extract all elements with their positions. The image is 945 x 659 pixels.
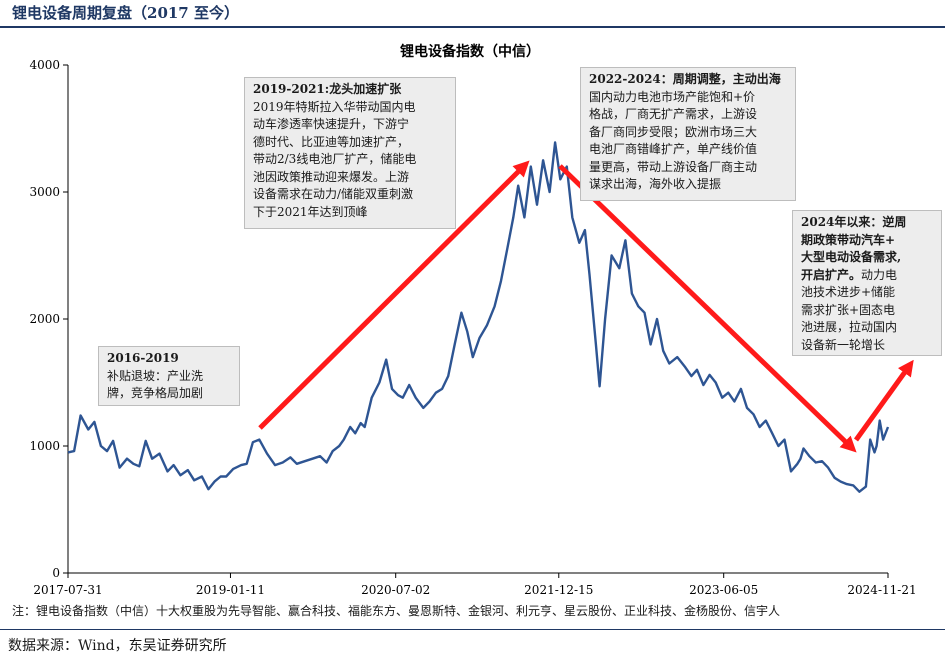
lithium-equipment-index-chart: 锂电设备指数（中信） 0 1000 2000 3000 4000 2017-07-31 2… [29, 43, 916, 597]
annotation-heading: 开启扩产。 [801, 267, 862, 282]
annotation-line: 动车渗透率快速提升，下游宁 [253, 117, 410, 131]
annotation-line: 动力电 [861, 267, 898, 282]
y-tick-label: 1000 [29, 439, 60, 453]
recovery-arrow-2024 [853, 359, 914, 442]
data-source: 数据来源：Wind，东吴证券研究所 [8, 638, 227, 654]
annotation-heading: 2016-2019 [107, 351, 179, 365]
x-tick-label: 2017-07-31 [33, 583, 102, 597]
annotation-line: 需求扩张+固态电 [801, 302, 896, 317]
annotation-heading: 2024年以来：逆周 [801, 215, 907, 229]
figure-title: 锂电设备周期复盘（2017 至今） [12, 4, 239, 22]
annotation-2022-2024: 2022-2024：周期调整，主动出海 国内动力电池市场产能饱和+价 格战，厂商… [580, 67, 796, 201]
annotation-line: 池进展，拉动国内 [801, 320, 898, 334]
annotation-2016-2019: 2016-2019 补贴退坡：产业洗 牌，竞争格局加剧 [98, 346, 240, 406]
annotation-line: 谋求出海，海外收入提振 [589, 177, 722, 191]
x-tick-label: 2021-12-15 [524, 583, 593, 597]
y-tick-label: 4000 [29, 58, 60, 72]
annotation-heading: 大型电动设备需求, [801, 250, 902, 264]
annotation-line: 牌，竞争格局加剧 [107, 386, 204, 400]
annotation-2024-onward: 2024年以来：逆周 期政策带动汽车+ 大型电动设备需求, 开启扩产。动力电 池… [792, 210, 942, 356]
annotation-line: 德时代、比亚迪等加速扩产， [253, 134, 410, 149]
annotation-line: 电池厂商错峰扩产，单产线价值 [589, 142, 758, 156]
annotation-line: 补贴退坡：产业洗 [107, 368, 204, 383]
chart-title: 锂电设备指数（中信） [400, 43, 540, 60]
annotation-2019-2021: 2019-2021:龙头加速扩张 2019年特斯拉入华带动国内电 动车渗透率快速… [244, 77, 456, 229]
annotation-heading: 2022-2024： [589, 72, 673, 86]
y-tick-label: 2000 [29, 312, 60, 326]
uptrend-arrow-2019-2021 [258, 160, 530, 430]
annotation-heading: 期政策带动汽车+ [801, 232, 896, 247]
x-tick-label: 2020-07-02 [361, 583, 430, 597]
annotation-line: 池因政策推动迎来爆发。上游 [253, 169, 410, 184]
annotation-line: 设备新一轮增长 [801, 337, 886, 352]
x-tick-label: 2019-01-11 [196, 583, 265, 597]
annotation-line: 备厂商同步受限；欧洲市场三大 [589, 124, 758, 139]
annotation-heading-rest: 周期调整，主动出海 [672, 72, 781, 86]
annotation-line: 量更高，带动上游设备厂商主动 [589, 159, 758, 174]
annotation-heading: 2019-2021:龙头加速扩张 [253, 82, 402, 96]
annotation-line: 池技术进步+储能 [801, 285, 896, 299]
y-tick-label: 0 [52, 566, 60, 580]
y-tick-label: 3000 [29, 185, 60, 199]
index-series-line [67, 141, 890, 493]
downtrend-arrow-2022-2024 [558, 164, 857, 453]
annotation-line: 设备需求在动力/储能双重刺激 [253, 187, 414, 201]
annotation-line: 格战，厂商无扩产需求，上游设 [589, 107, 758, 121]
footnote: 注：锂电设备指数（中信）十大权重股为先导智能、赢合科技、福能东方、曼恩斯特、金银… [12, 604, 781, 618]
x-tick-label: 2024-11-21 [847, 583, 916, 597]
annotation-line: 国内动力电池市场产能饱和+价 [589, 89, 756, 104]
annotation-line: 带动2/3线电池厂扩产，储能电 [253, 152, 417, 166]
header-rule [0, 26, 945, 28]
footer-rule [0, 629, 945, 630]
annotation-line: 下于2021年达到顶峰 [253, 204, 368, 219]
x-tick-label: 2023-06-05 [689, 583, 758, 597]
annotation-line: 2019年特斯拉入华带动国内电 [253, 99, 416, 114]
